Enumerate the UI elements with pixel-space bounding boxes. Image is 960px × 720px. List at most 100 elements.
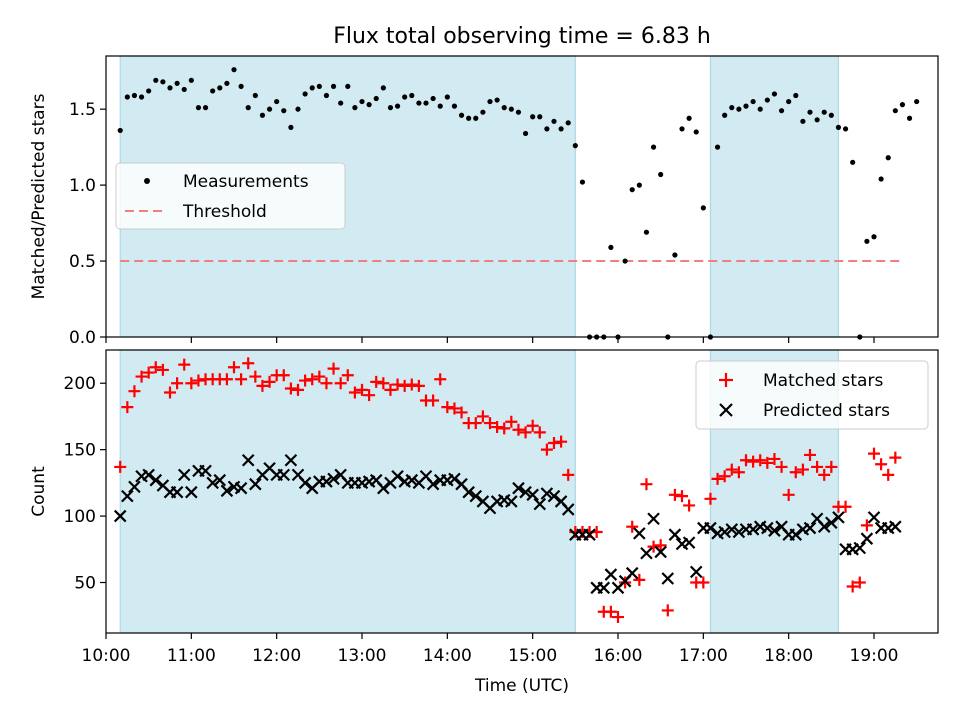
matched-stars-point (284, 382, 297, 395)
matched-stars-point (846, 580, 859, 593)
matched-stars-point (398, 379, 411, 392)
bottom-shaded-regions (119, 349, 840, 634)
matched-stars-point (633, 573, 646, 586)
predicted-stars-point (298, 476, 312, 490)
matched-stars-point (242, 357, 255, 370)
measurement-point (188, 77, 194, 83)
shaded-interval-1 (119, 349, 576, 634)
x-tick-label: 14:00 (423, 646, 472, 666)
legend-predicted-marker (719, 403, 733, 417)
predicted-stars-point (391, 469, 404, 483)
predicted-stars-point (597, 581, 611, 595)
measurement-point (494, 97, 500, 103)
matched-stars-point (811, 460, 824, 473)
measurement-point (608, 244, 614, 250)
matched-stars-point (249, 370, 262, 383)
measurement-point (402, 94, 408, 100)
measurement-point (373, 95, 379, 102)
measurement-point (473, 115, 479, 121)
measurement-point (800, 118, 806, 124)
measurement-point (245, 105, 251, 111)
x-tick-label: 11:00 (167, 646, 216, 666)
top-legend-box (115, 162, 346, 230)
measurement-point (316, 83, 322, 89)
measurement-point (345, 83, 351, 89)
measurement-point (629, 187, 635, 193)
measurement-point (778, 108, 785, 114)
matched-stars-point (697, 576, 710, 589)
top-plot-frame (105, 55, 939, 338)
predicted-stars-point (142, 468, 155, 482)
matched-stars-point (740, 454, 752, 467)
matched-stars-point (348, 386, 361, 399)
matched-stars-point (192, 374, 205, 387)
matched-stars-point (825, 460, 838, 473)
predicted-stars-point (277, 468, 291, 482)
y-tick-label: 1.0 (69, 176, 96, 196)
measurement-point (871, 234, 877, 240)
top-legend: Measurements Threshold (115, 162, 346, 230)
predicted-stars-point (220, 484, 234, 498)
predicted-stars-point (625, 566, 639, 580)
measurement-point (174, 80, 180, 86)
x-tick-label: 15:00 (508, 646, 557, 666)
predicted-stars-point (113, 509, 127, 523)
predicted-stars-point (661, 572, 675, 585)
measurement-point (167, 85, 173, 91)
measurement-point (729, 105, 735, 111)
matched-stars-point (626, 520, 639, 533)
predicted-stars-point (519, 485, 532, 499)
matched-stars-point (704, 492, 717, 505)
predicted-stars-point (746, 523, 760, 536)
predicted-stars-point (604, 568, 618, 581)
matched-stars-point (405, 378, 418, 391)
measurement-point (793, 92, 799, 99)
predicted-stars-point (867, 511, 881, 524)
y-tick-label: 0.5 (69, 252, 96, 272)
measurement-point (210, 88, 216, 94)
matched-stars-point (725, 463, 738, 476)
top-axis-ticks: 0.0 0.5 1.0 1.5 (69, 100, 875, 348)
predicted-stars-point (121, 489, 134, 503)
matched-stars-point (775, 460, 788, 473)
measurement-point (572, 143, 578, 149)
measurement-point (330, 83, 337, 89)
predicted-stars-point (213, 473, 227, 487)
measurement-point (146, 88, 152, 94)
matched-stars-points (114, 357, 902, 624)
measurement-point (437, 103, 443, 109)
measurement-point (480, 109, 486, 115)
measurement-point (821, 109, 827, 115)
matched-stars-point (370, 375, 383, 388)
matched-stars-point (718, 470, 731, 483)
matched-stars-point (377, 377, 390, 390)
measurement-point (551, 118, 557, 124)
measurement-point (693, 129, 699, 135)
measurement-point (736, 106, 742, 112)
measurement-point (458, 112, 465, 118)
legend-matched-label: Matched stars (763, 371, 883, 391)
measurement-point (451, 103, 458, 109)
matched-stars-point (427, 394, 440, 407)
measurement-point (238, 83, 244, 89)
matched-stars-point (668, 488, 681, 501)
measurement-point (885, 155, 891, 161)
matched-stars-point (491, 421, 504, 434)
shaded-interval-2 (709, 55, 840, 338)
matched-stars-point (448, 402, 461, 415)
predicted-stars-point (761, 521, 774, 535)
measurement-point (117, 127, 123, 134)
measurement-point (295, 106, 301, 112)
predicted-stars-point (533, 497, 547, 511)
predicted-stars-point (853, 541, 867, 555)
measurement-point (807, 109, 813, 115)
matched-stars-point (135, 370, 148, 383)
top-panel: 0.0 0.5 1.0 1.5 Matched/Predicted stars Mea… (29, 55, 939, 348)
matched-stars-point (142, 366, 155, 379)
matched-stars-point (391, 378, 404, 391)
measurement-point (309, 85, 315, 91)
predicted-stars-point (561, 503, 575, 516)
measurement-point (274, 98, 280, 105)
x-tick-label: 16:00 (594, 646, 643, 666)
